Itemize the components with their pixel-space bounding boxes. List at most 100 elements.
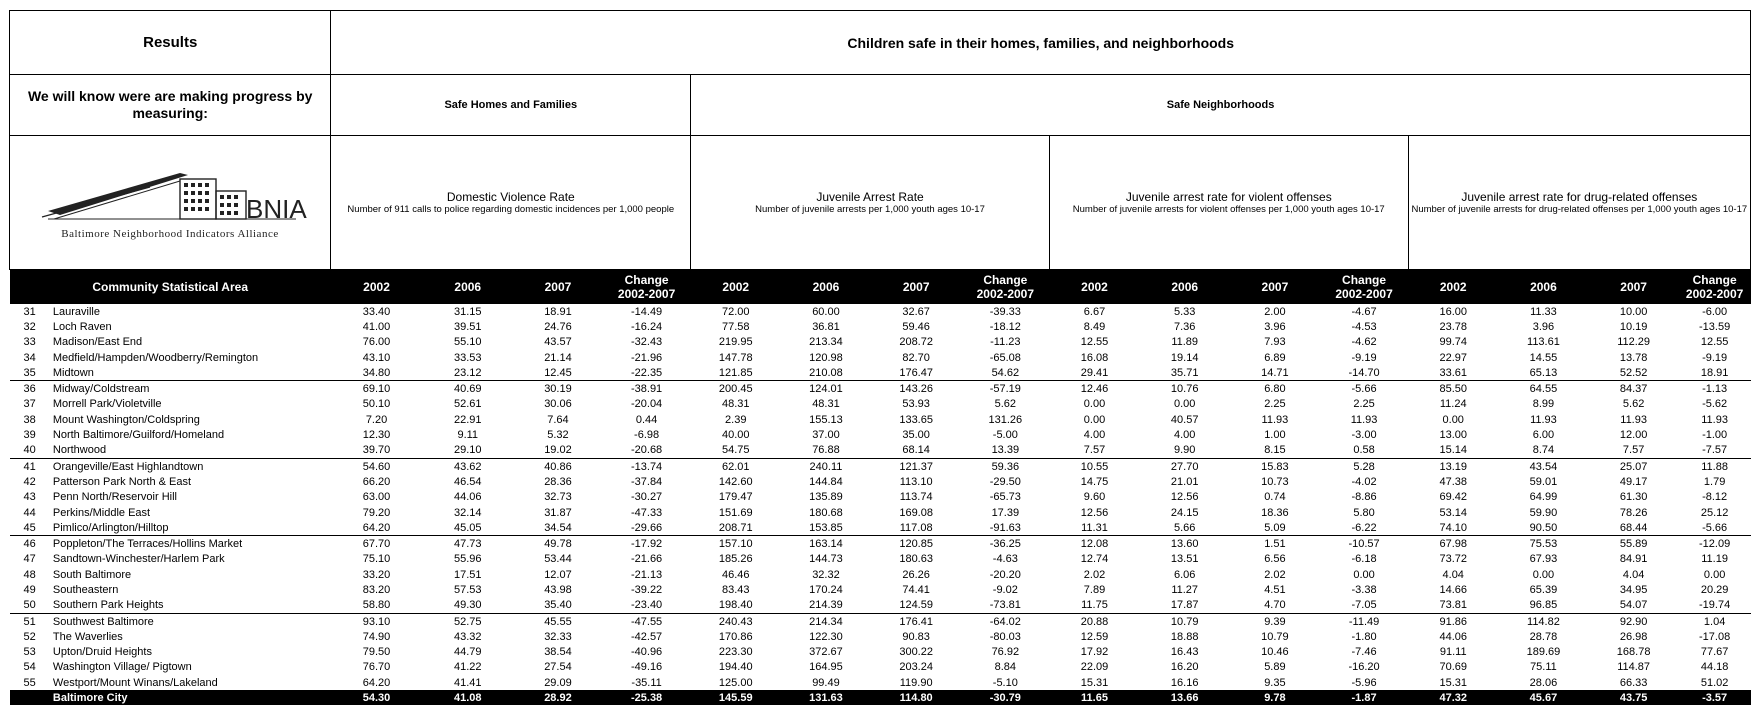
- col-2006: 2006: [422, 269, 514, 304]
- value-cell: -47.55: [602, 612, 691, 630]
- value-cell: 23.78: [1439, 320, 1467, 333]
- value-cell: 5.62: [994, 398, 1017, 411]
- indicator-title: Juvenile arrest rate for violent offense…: [1125, 189, 1332, 204]
- table-row: 31 Lauraville 33.40 31.15 18.91 -14.49 72.00 60…: [10, 304, 1751, 319]
- value-cell: 66.33: [1619, 676, 1648, 689]
- value-cell: -29.66: [630, 521, 663, 534]
- csa-id: 51: [9, 612, 49, 630]
- value-cell: 119.90: [899, 676, 933, 689]
- value-cell: 5.32: [547, 429, 569, 442]
- value-cell: 14.71: [1261, 366, 1289, 379]
- value-cell: 49.30: [453, 599, 482, 612]
- value-cell: 79.50: [362, 646, 391, 659]
- table-row: 34 Medfield/Hampden/Woodberry/Remington 43…: [10, 350, 1751, 365]
- csa-id: 49: [23, 583, 36, 596]
- value-cell: 75.53: [1498, 535, 1589, 552]
- measuring-header: We will know were are making progress by…: [8, 74, 332, 136]
- value-cell: -16.24: [630, 320, 663, 333]
- value-cell: 131.26: [988, 413, 1023, 426]
- value-cell: 59.90: [1529, 506, 1558, 519]
- value-cell: 83.20: [362, 583, 391, 596]
- value-cell: -6.98: [634, 429, 660, 442]
- value-cell: 4.00: [1173, 429, 1196, 442]
- value-cell: -5.96: [1351, 676, 1377, 689]
- table-row: 47 Sandtown-Winchester/Harlem Park 75.10 55…: [10, 552, 1751, 567]
- value-cell: 22.91: [453, 413, 482, 426]
- value-cell: 34.54: [544, 521, 572, 534]
- value-cell: -91.63: [989, 521, 1021, 534]
- value-cell: 11.33: [1530, 305, 1557, 318]
- value-cell: 10.55: [1049, 457, 1140, 475]
- value-cell: 70.69: [1439, 661, 1467, 674]
- value-cell: 7.64: [547, 413, 569, 426]
- value-cell: 48.31: [812, 398, 840, 411]
- value-cell: 144.84: [809, 475, 843, 488]
- col-change: Change 2002-2007: [602, 269, 691, 304]
- value-cell: 43.98: [544, 583, 572, 596]
- col-2007: 2007: [871, 269, 962, 304]
- value-cell: 29.09: [544, 676, 572, 689]
- value-cell: 5.62: [1622, 398, 1645, 411]
- value-cell: 208.72: [899, 336, 933, 349]
- value-cell: 113.74: [899, 491, 933, 504]
- value-cell: -1.00: [1702, 429, 1728, 442]
- value-cell: -6.00: [1702, 305, 1728, 318]
- value-cell: 7.93: [1264, 336, 1286, 349]
- value-cell: 78.26: [1619, 506, 1648, 519]
- value-cell: 55.89: [1588, 535, 1679, 552]
- value-cell: 33.40: [362, 305, 391, 318]
- value-cell: -19.74: [1699, 599, 1731, 612]
- value-cell: 13.66: [1139, 690, 1230, 706]
- column-header-row: Community Statistical Area 2002 2006 200…: [9, 269, 1751, 304]
- value-cell: 18.36: [1261, 506, 1289, 519]
- value-cell: 151.69: [718, 506, 753, 519]
- csa-id: 53: [23, 646, 36, 659]
- value-cell: 11.93: [1620, 413, 1647, 426]
- value-cell: 6.89: [1264, 351, 1286, 364]
- csa-id: 52: [23, 630, 36, 643]
- value-cell: 14.66: [1439, 583, 1467, 596]
- value-cell: 65.39: [1529, 583, 1558, 596]
- value-cell: -21.13: [630, 568, 663, 581]
- csa-id: 48: [23, 568, 36, 581]
- value-cell: 7.57: [1622, 444, 1645, 457]
- value-cell: 48.31: [721, 398, 750, 411]
- csa-id: 33: [23, 336, 36, 349]
- value-cell: 51.02: [1700, 676, 1729, 689]
- col-2006: 2006: [1498, 269, 1589, 304]
- value-cell: 54.30: [330, 690, 423, 706]
- value-cell: 0.74: [1264, 491, 1286, 504]
- table-row: 35 Midtown 34.80 23.12 12.45 -22.35 121.85 210.…: [10, 365, 1751, 381]
- value-cell: -4.67: [1351, 305, 1377, 318]
- value-cell: 35.71: [1170, 366, 1199, 379]
- value-cell: 55.96: [453, 553, 482, 566]
- value-cell: 18.91: [1700, 366, 1729, 379]
- value-cell: 169.08: [899, 506, 933, 519]
- table-row: 39 North Baltimore/Guilford/Homeland 12.30…: [10, 427, 1751, 442]
- indicator-juvenile-arrest: Juvenile Arrest Rate Number of juvenile …: [690, 135, 1050, 270]
- value-cell: 28.78: [1529, 630, 1558, 643]
- table-row: 52 The Waverlies 74.90 43.32 32.33 -42.57 170.…: [10, 629, 1751, 644]
- csa-name: Patterson Park North & East: [52, 475, 192, 488]
- value-cell: -9.19: [1351, 351, 1377, 364]
- value-cell: 44.06: [1439, 630, 1467, 643]
- table-row: 55 Westport/Mount Winans/Lakeland 64.20 41.…: [10, 675, 1751, 690]
- value-cell: 121.37: [871, 457, 962, 475]
- safe-neighborhoods-header: Safe Neighborhoods: [690, 74, 1751, 136]
- value-cell: 145.59: [690, 690, 781, 706]
- value-cell: 114.82: [1498, 612, 1589, 630]
- csa-name: The Waverlies: [52, 630, 123, 643]
- value-cell: -65.08: [989, 351, 1021, 364]
- value-cell: -17.08: [1699, 630, 1731, 643]
- value-cell: 41.41: [453, 676, 482, 689]
- value-cell: 43.75: [1588, 690, 1679, 706]
- value-cell: 45.55: [513, 612, 603, 630]
- value-cell: 2.25: [1353, 398, 1375, 411]
- indicator-desc: Number of juvenile arrests per 1,000 you…: [755, 203, 985, 215]
- value-cell: 44.06: [453, 491, 482, 504]
- value-cell: 64.20: [362, 521, 391, 534]
- table-row: 37 Morrell Park/Violetville 50.10 52.61 30.0…: [10, 397, 1751, 412]
- value-cell: 52.75: [422, 612, 514, 630]
- value-cell: 92.90: [1588, 612, 1679, 630]
- value-cell: 11.65: [1049, 690, 1140, 706]
